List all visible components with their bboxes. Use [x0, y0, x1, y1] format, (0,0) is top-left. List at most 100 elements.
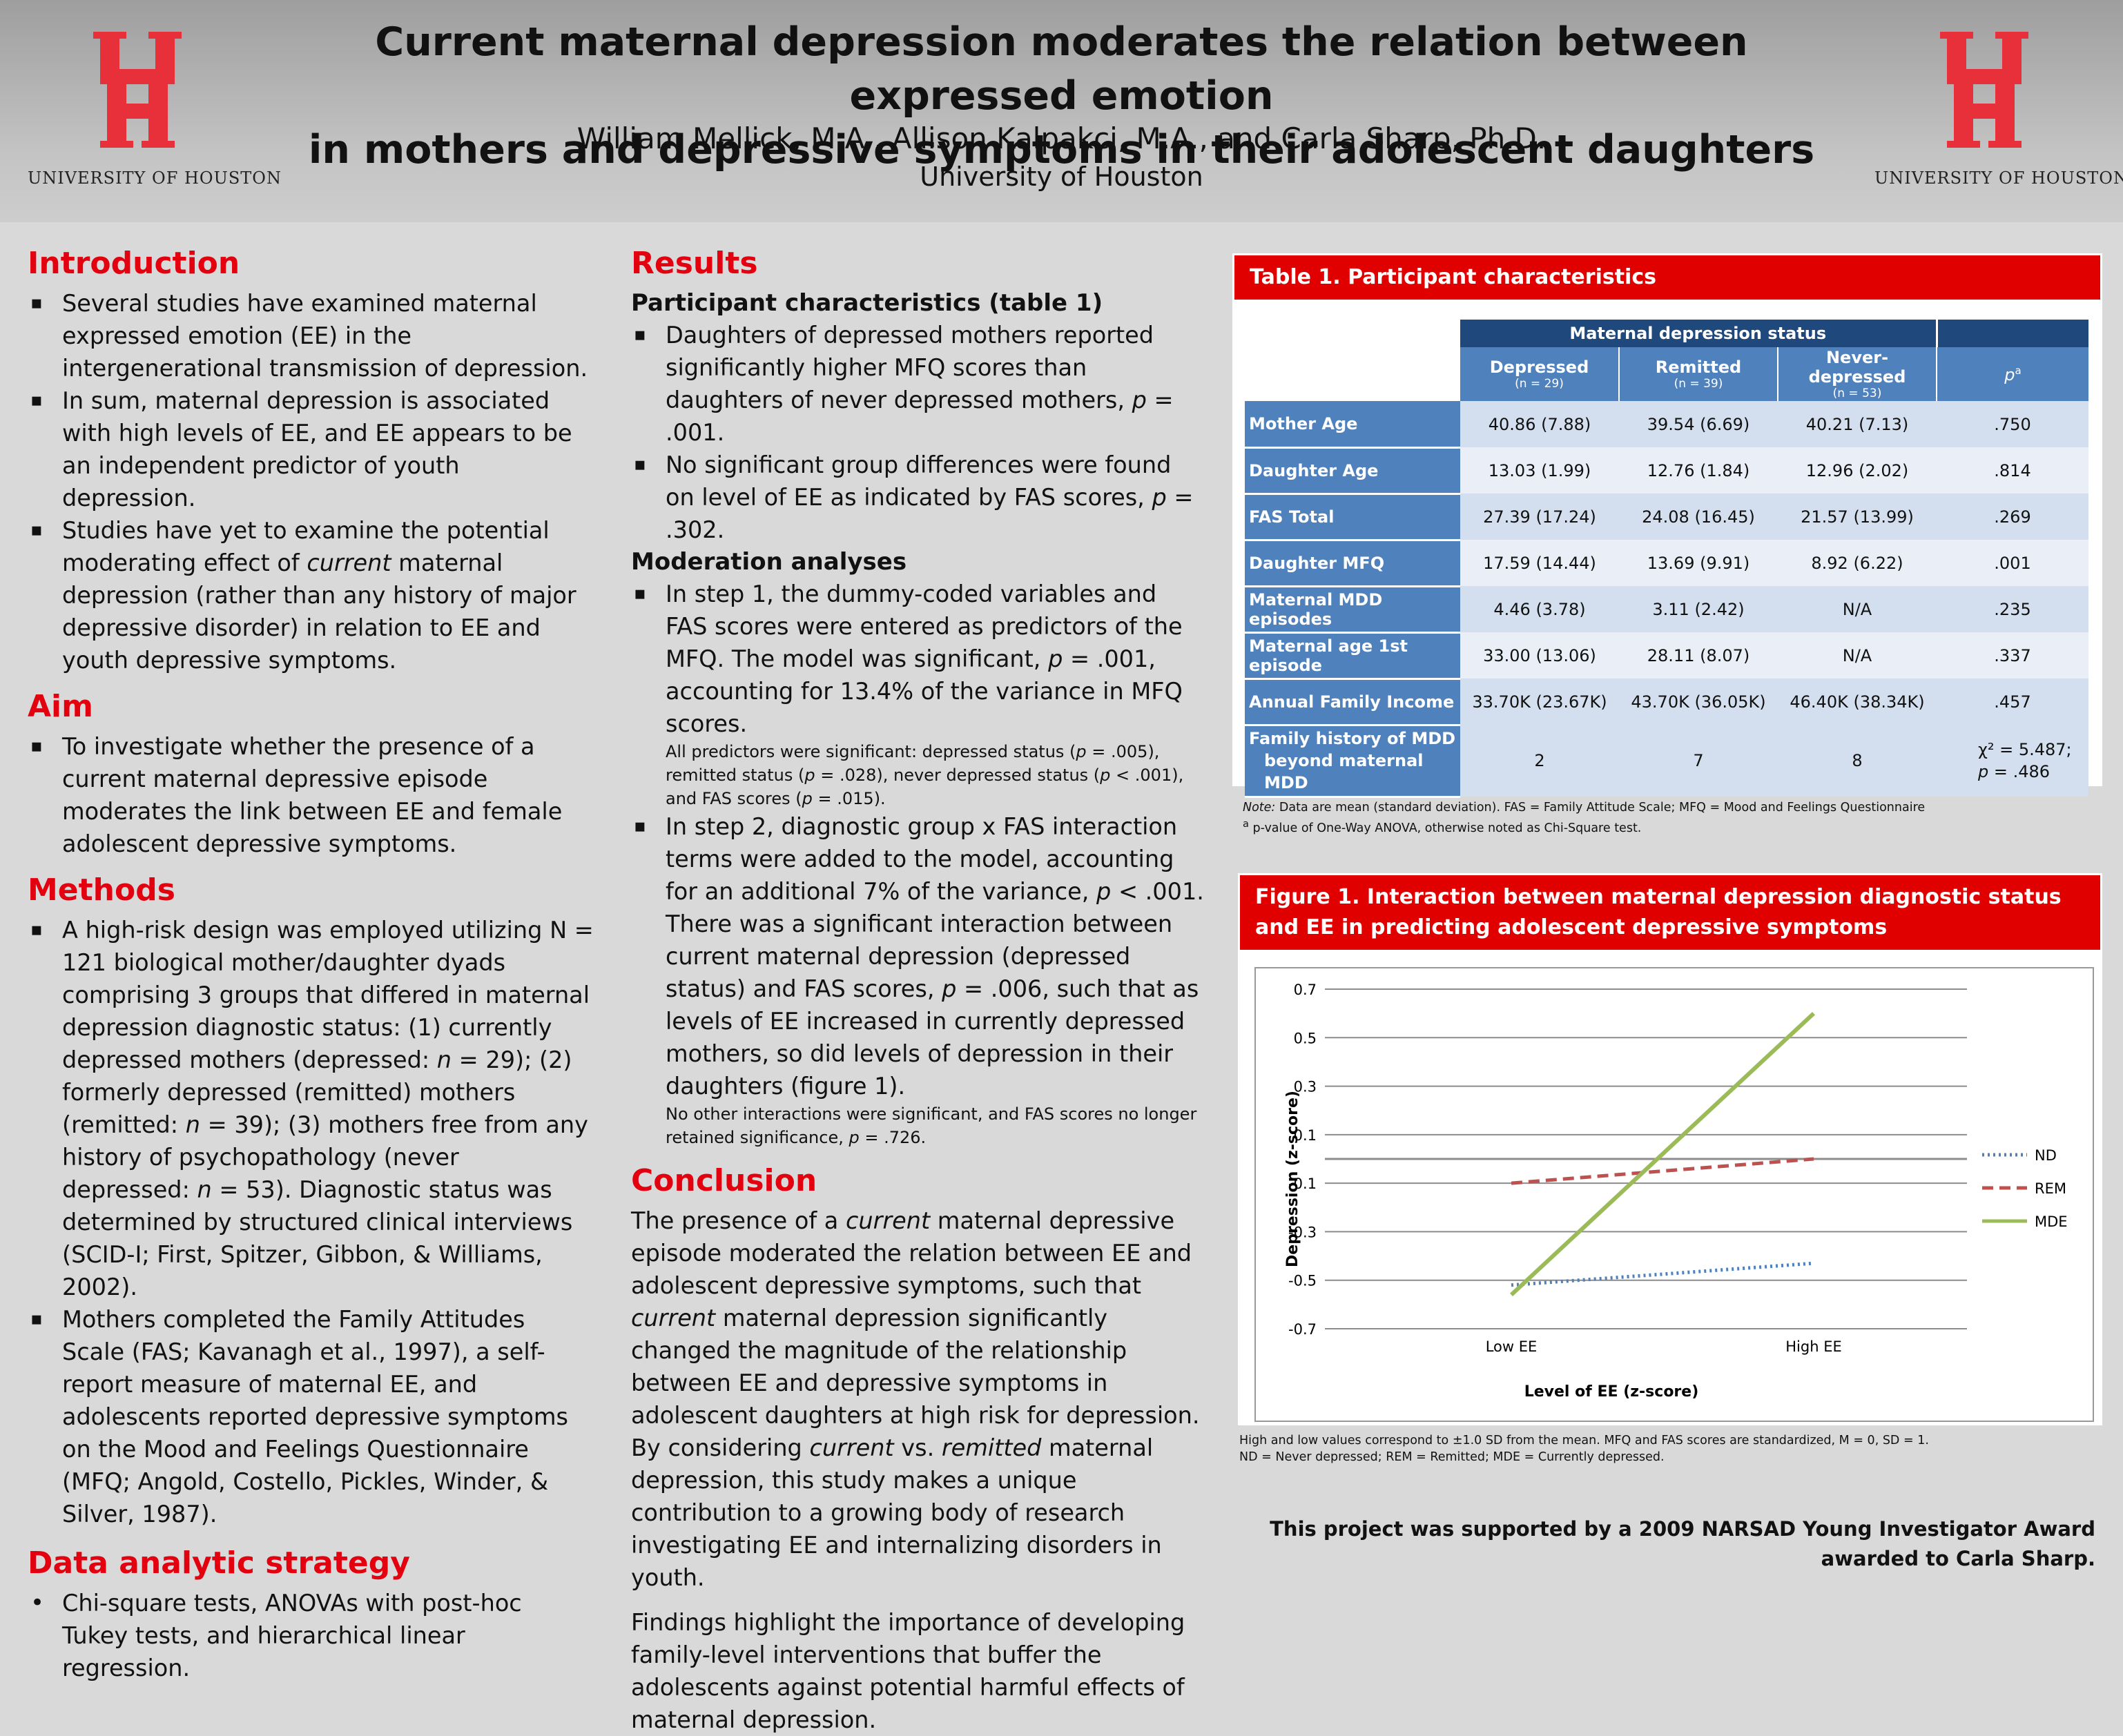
table-row: Annual Family Income 33.70K (23.67K) 43.70…	[1245, 679, 2088, 726]
list-item: In step 1, the dummy-coded variables and…	[631, 578, 1204, 810]
left-column: Introduction Several studies have examin…	[28, 243, 594, 1684]
row-label: FAS Total	[1245, 494, 1460, 541]
table-cell: .457	[1937, 679, 2088, 725]
conclusion-paragraph: Findings highlight the importance of dev…	[631, 1609, 1185, 1733]
column-header: Never-depressed (n = 53)	[1778, 347, 1937, 401]
aim-list: To investigate whether the presence of a…	[28, 730, 594, 860]
table-heading: Table 1. Participant characteristics	[1232, 253, 2102, 302]
uh-logo-icon	[1940, 32, 2028, 148]
logo-caption: UNIVERSITY OF HOUSTON	[28, 168, 282, 188]
title-line: in mothers and depressive symptoms in th…	[308, 127, 1815, 173]
table-cell: 8	[1778, 725, 1937, 797]
table-cell: .750	[1937, 401, 2088, 447]
x-tick-label: Low EE	[1486, 1338, 1538, 1355]
table-cell: 4.46 (3.78)	[1460, 586, 1619, 632]
table-row: Maternal age 1st episode 33.00 (13.06) 28.…	[1245, 632, 2088, 680]
figure-panel: Figure 1. Interaction between maternal d…	[1238, 873, 2102, 1425]
group-header: Maternal depression status	[1460, 320, 1938, 347]
list-item: In step 2, diagnostic group x FAS intera…	[631, 810, 1204, 1149]
column-header: Depressed (n = 29)	[1460, 347, 1620, 401]
table-note: Note: Data are mean (standard deviation)…	[1243, 801, 1926, 835]
aim-heading: Aim	[28, 689, 93, 724]
table-cell: 12.76 (1.84)	[1619, 447, 1778, 494]
y-tick-label: -0.1	[1288, 1176, 1317, 1192]
results-heading: Results	[631, 246, 758, 281]
y-tick-label: -0.3	[1288, 1224, 1317, 1240]
series-line-nd	[1511, 1261, 1814, 1287]
uh-logo-icon	[93, 32, 182, 148]
table-row: Daughter MFQ 17.59 (14.44) 13.69 (9.91) 8.9…	[1245, 540, 2088, 587]
list-item: Several studies have examined maternal e…	[28, 287, 594, 384]
intro-heading: Introduction	[28, 246, 240, 281]
strategy-heading: Data analytic strategy	[28, 1545, 410, 1581]
table-cell: 21.57 (13.99)	[1778, 494, 1937, 540]
right-logo: UNIVERSITY OF HOUSTON	[1874, 28, 2123, 188]
methods-list: A high-risk design was employed utilizin…	[28, 914, 594, 1530]
results-subheading: Participant characteristics (table 1)	[631, 289, 1103, 317]
y-tick-label: -0.5	[1288, 1273, 1317, 1289]
table-cell: .337	[1937, 632, 2088, 679]
table-cell: 12.96 (2.02)	[1778, 447, 1937, 494]
y-axis-label: Depression (z-score)	[1284, 1091, 1301, 1267]
table-cell: 33.00 (13.06)	[1460, 632, 1619, 679]
row-label: Daughter MFQ	[1245, 540, 1460, 587]
figure-note: High and low values correspond to ±1.0 S…	[1239, 1434, 1929, 1464]
participant-table: Maternal depression status Depressed (n =…	[1245, 320, 2088, 798]
conclusion-paragraph: The presence of a current maternal depre…	[631, 1207, 1200, 1591]
legend-label: ND	[2035, 1147, 2057, 1164]
title-line: Current maternal depression moderates th…	[375, 19, 1748, 119]
row-label: Annual Family Income	[1245, 679, 1460, 726]
table-cell: 28.11 (8.07)	[1619, 632, 1778, 679]
left-logo: UNIVERSITY OF HOUSTON	[28, 28, 282, 188]
table-cell: 13.69 (9.91)	[1619, 540, 1778, 586]
authors: William Mellick, M.A., Allison Kalpakci,…	[576, 121, 1547, 155]
y-tick-label: 0.1	[1294, 1127, 1317, 1144]
y-tick-label: 0.5	[1294, 1030, 1317, 1046]
legend-label: REM	[2035, 1180, 2066, 1197]
y-tick-label: -0.7	[1288, 1321, 1317, 1338]
table-cell: 2	[1460, 725, 1619, 797]
funding-note: This project was supported by a 2009 NAR…	[1270, 1517, 2095, 1570]
table-cell: 46.40K (38.34K)	[1778, 679, 1937, 725]
table-row: Maternal MDD episodes 4.46 (3.78) 3.11 (2.…	[1245, 586, 2088, 634]
list-item: No significant group differences were fo…	[631, 449, 1204, 546]
logo-caption: UNIVERSITY OF HOUSTON	[1874, 168, 2123, 188]
list-item: A high-risk design was employed utilizin…	[28, 914, 594, 1303]
figure-heading: Figure 1. Interaction between maternal d…	[1238, 873, 2102, 952]
table-cell: 8.92 (6.22)	[1778, 540, 1937, 586]
footnote-text: No other interactions were significant, …	[666, 1104, 1197, 1147]
strategy-list: Chi-square tests, ANOVAs with post-hoc T…	[28, 1587, 594, 1684]
row-label: Mother Age	[1245, 401, 1460, 449]
row-label: Maternal age 1st episode	[1245, 632, 1460, 680]
table-cell: .001	[1937, 540, 2088, 586]
list-item: Daughters of depressed mothers reported …	[631, 319, 1204, 449]
table-cell: 17.59 (14.44)	[1460, 540, 1619, 586]
series-line-mde	[1509, 1011, 1816, 1296]
table-cell: .269	[1937, 494, 2088, 540]
moderation-list: In step 1, the dummy-coded variables and…	[631, 578, 1204, 1149]
table-cell: 7	[1619, 725, 1778, 797]
footnote-text: All predictors were significant: depress…	[666, 742, 1184, 808]
table-cell: 33.70K (23.67K)	[1460, 679, 1619, 725]
moderation-subheading: Moderation analyses	[631, 548, 907, 576]
table-cell: 3.11 (2.42)	[1619, 586, 1778, 632]
interaction-chart: 0.7 0.5 0.3 0.1 -0.1 -0.3 -0.5 -0.7 Low EE High E…	[1254, 967, 2094, 1422]
list-item: To investigate whether the presence of a…	[28, 730, 594, 860]
table-cell: 43.70K (36.05K)	[1619, 679, 1778, 725]
list-item: Mothers completed the Family Attitudes S…	[28, 1303, 594, 1530]
affiliation: University of Houston	[920, 162, 1203, 192]
row-label: Family history of MDD beyond maternal MDD	[1245, 725, 1460, 798]
poster-header: UNIVERSITY OF HOUSTON UNIVERSITY OF HOUS…	[0, 0, 2123, 222]
x-tick-label: High EE	[1785, 1338, 1841, 1355]
table-cell: 40.86 (7.88)	[1460, 401, 1619, 447]
table-cell: .235	[1937, 586, 2088, 632]
methods-heading: Methods	[28, 872, 175, 908]
x-axis-label: Level of EE (z-score)	[1524, 1383, 1699, 1401]
poster-title: Current maternal depression moderates th…	[262, 15, 1861, 177]
table-cell: 24.08 (16.45)	[1619, 494, 1778, 540]
table-cell: 40.21 (7.13)	[1778, 401, 1937, 447]
conclusion-heading: Conclusion	[631, 1163, 817, 1198]
row-label: Maternal MDD episodes	[1245, 586, 1460, 634]
table-row: Family history of MDD beyond maternal MDD…	[1245, 725, 2088, 798]
results-list: Daughters of depressed mothers reported …	[631, 319, 1204, 546]
